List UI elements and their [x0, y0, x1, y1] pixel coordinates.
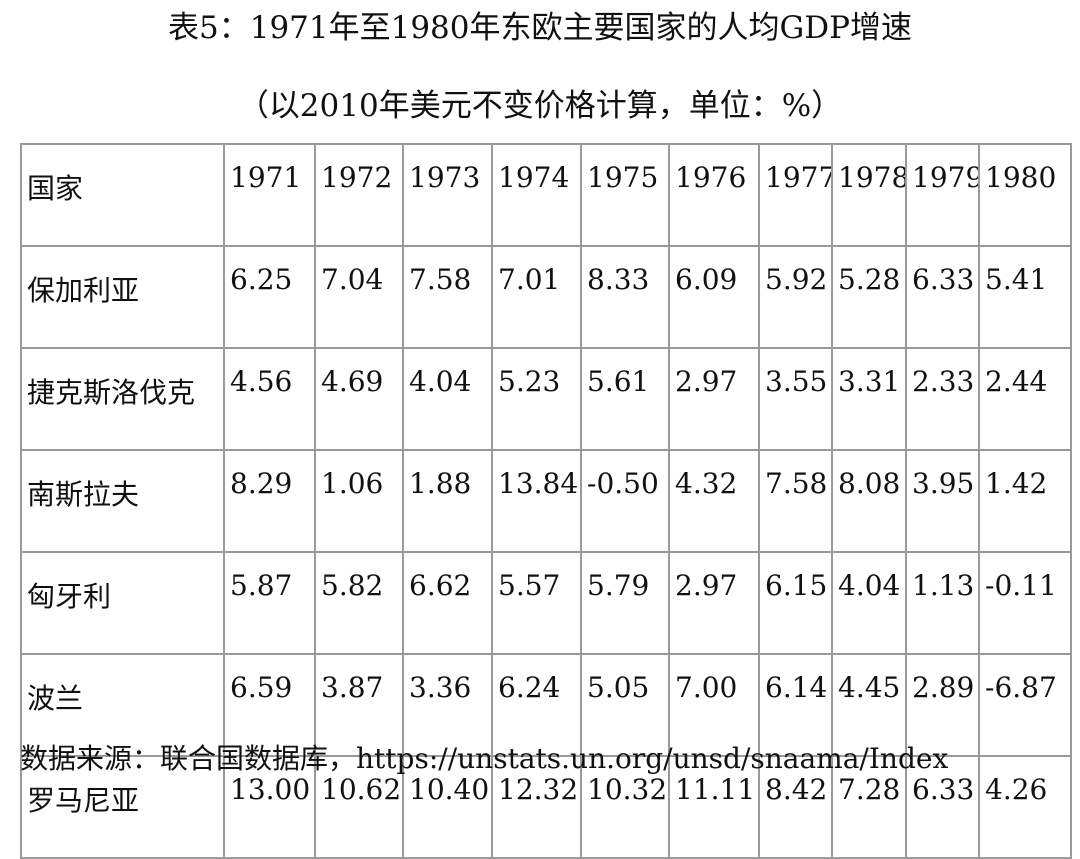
header-year: 1980 [978, 143, 1072, 247]
value-cell: 5.28 [831, 245, 907, 349]
value-cell: 4.26 [978, 755, 1072, 859]
value-cell: 6.25 [223, 245, 316, 349]
value-cell: 1.06 [314, 449, 404, 553]
table-title: 表5：1971年至1980年东欧主要国家的人均GDP增速 [168, 10, 912, 46]
value-cell: 4.56 [223, 347, 316, 451]
header-country: 国家 [20, 143, 225, 247]
value-cell: 4.04 [402, 347, 493, 451]
value-cell: 2.97 [668, 551, 760, 655]
header-year: 1973 [402, 143, 493, 247]
value-cell: 3.95 [905, 449, 980, 553]
value-cell: 2.89 [905, 653, 980, 757]
value-cell: 6.15 [758, 551, 833, 655]
table-subtitle: （以2010年美元不变价格计算，单位：%） [237, 88, 843, 124]
gdp-growth-table: 国家 1971 1972 1973 1974 1975 1976 1977 19… [20, 143, 1072, 859]
header-year: 1978 [831, 143, 907, 247]
value-cell: 6.09 [668, 245, 760, 349]
value-cell: 8.08 [831, 449, 907, 553]
value-cell: 3.55 [758, 347, 833, 451]
value-cell: 4.69 [314, 347, 404, 451]
header-year: 1971 [223, 143, 316, 247]
value-cell: 5.41 [978, 245, 1072, 349]
value-cell: 7.00 [668, 653, 760, 757]
table-row: 匈牙利 5.87 5.82 6.62 5.57 5.79 2.97 6.15 4… [20, 551, 1072, 655]
value-cell: 3.31 [831, 347, 907, 451]
value-cell: 8.29 [223, 449, 316, 553]
value-cell: 6.33 [905, 245, 980, 349]
table-row: 南斯拉夫 8.29 1.06 1.88 13.84 -0.50 4.32 7.5… [20, 449, 1072, 553]
value-cell: 4.04 [831, 551, 907, 655]
value-cell: 2.33 [905, 347, 980, 451]
country-cell: 波兰 [20, 653, 225, 757]
value-cell: 1.13 [905, 551, 980, 655]
table-row: 捷克斯洛伐克 4.56 4.69 4.04 5.23 5.61 2.97 3.5… [20, 347, 1072, 451]
value-cell: 8.33 [580, 245, 670, 349]
header-year: 1979 [905, 143, 980, 247]
value-cell: 4.32 [668, 449, 760, 553]
table-row: 波兰 6.59 3.87 3.36 6.24 5.05 7.00 6.14 4.… [20, 653, 1072, 757]
value-cell: -6.87 [978, 653, 1072, 757]
country-cell: 匈牙利 [20, 551, 225, 655]
value-cell: 1.88 [402, 449, 493, 553]
country-cell: 捷克斯洛伐克 [20, 347, 225, 451]
value-cell: 5.23 [491, 347, 582, 451]
value-cell: 6.24 [491, 653, 582, 757]
value-cell: 6.62 [402, 551, 493, 655]
value-cell: 7.58 [402, 245, 493, 349]
country-cell: 南斯拉夫 [20, 449, 225, 553]
value-cell: 5.05 [580, 653, 670, 757]
value-cell: 7.04 [314, 245, 404, 349]
value-cell: 3.87 [314, 653, 404, 757]
country-cell: 保加利亚 [20, 245, 225, 349]
value-cell: -0.50 [580, 449, 670, 553]
value-cell: 5.61 [580, 347, 670, 451]
header-year: 1976 [668, 143, 760, 247]
value-cell: 1.42 [978, 449, 1072, 553]
header-year: 1975 [580, 143, 670, 247]
value-cell: 5.79 [580, 551, 670, 655]
value-cell: 5.82 [314, 551, 404, 655]
table-header-row: 国家 1971 1972 1973 1974 1975 1976 1977 19… [20, 143, 1072, 247]
value-cell: 7.58 [758, 449, 833, 553]
header-year: 1977 [758, 143, 833, 247]
value-cell: 13.84 [491, 449, 582, 553]
header-year: 1972 [314, 143, 404, 247]
value-cell: 2.97 [668, 347, 760, 451]
value-cell: 4.45 [831, 653, 907, 757]
value-cell: 3.36 [402, 653, 493, 757]
value-cell: 5.92 [758, 245, 833, 349]
value-cell: -0.11 [978, 551, 1072, 655]
data-source-note: 数据来源：联合国数据库，https://unstats.un.org/unsd/… [20, 742, 949, 775]
value-cell: 7.01 [491, 245, 582, 349]
value-cell: 2.44 [978, 347, 1072, 451]
table-row: 保加利亚 6.25 7.04 7.58 7.01 8.33 6.09 5.92 … [20, 245, 1072, 349]
value-cell: 6.59 [223, 653, 316, 757]
value-cell: 6.14 [758, 653, 833, 757]
value-cell: 5.87 [223, 551, 316, 655]
value-cell: 5.57 [491, 551, 582, 655]
header-year: 1974 [491, 143, 582, 247]
